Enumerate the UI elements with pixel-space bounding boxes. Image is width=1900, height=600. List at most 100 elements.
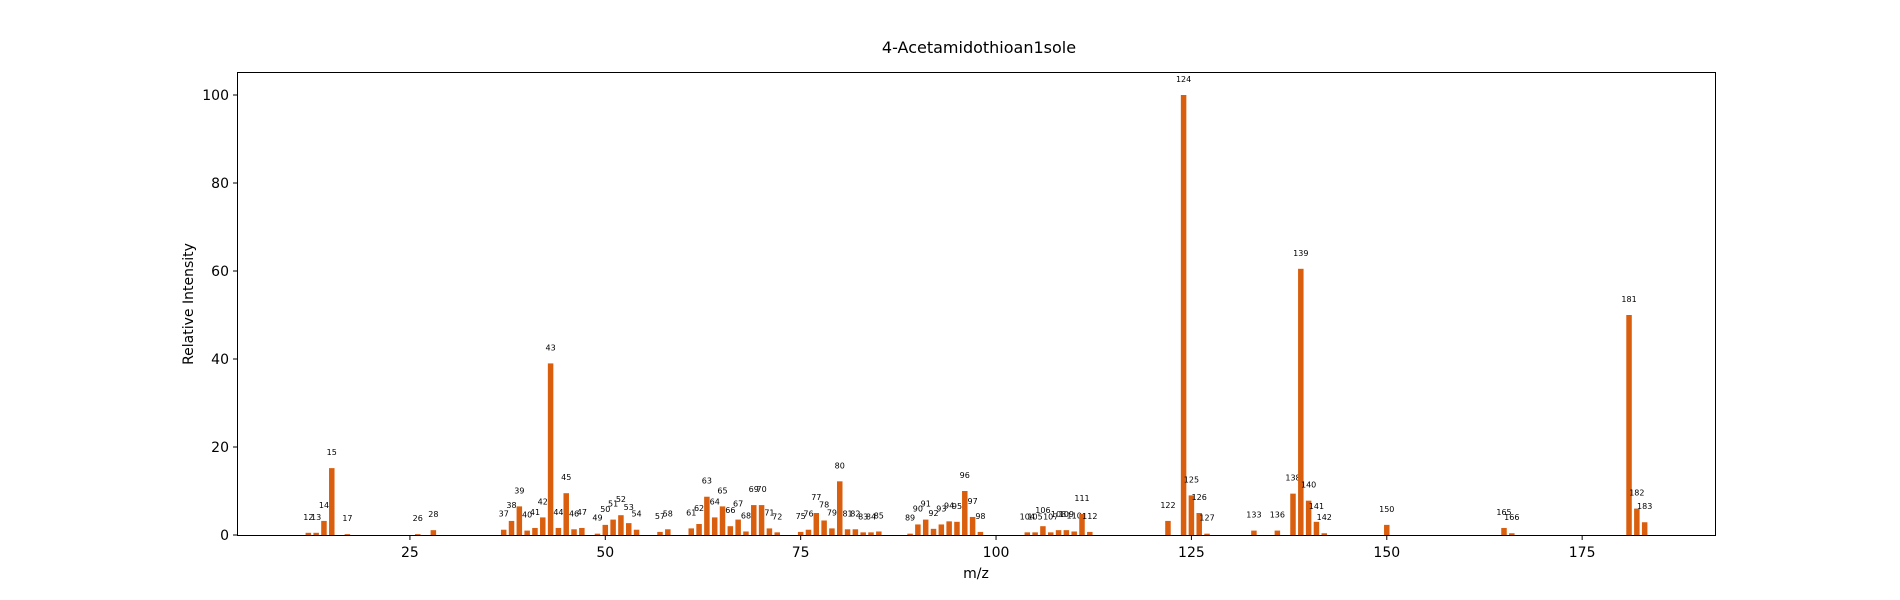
bar-mz-133	[1251, 530, 1257, 535]
bar-label: 142	[1317, 513, 1332, 522]
bar-mz-98	[977, 531, 984, 535]
bar-label: 12	[303, 513, 313, 522]
bar-mz-14	[321, 520, 327, 535]
bar-mz-165	[1501, 527, 1507, 535]
bar-label: 98	[975, 512, 985, 521]
bar-mz-61	[688, 528, 695, 535]
bar-mz-77	[813, 513, 820, 535]
bar-label: 52	[616, 495, 626, 504]
bar-label: 80	[835, 461, 845, 470]
bar-label: 96	[960, 471, 970, 480]
bar-label: 43	[545, 343, 555, 352]
bar-mz-112	[1087, 531, 1093, 535]
bar-mz-75	[797, 531, 804, 535]
bar-label: 106	[1035, 506, 1050, 515]
bar-mz-66	[727, 526, 734, 535]
bar-mz-124	[1180, 95, 1187, 535]
x-tick-label: 175	[1569, 545, 1596, 561]
bar-label: 17	[342, 514, 352, 523]
y-tick-label: 100	[202, 88, 229, 104]
bar-label: 105	[1027, 512, 1042, 521]
x-tick-label: 125	[1178, 545, 1205, 561]
bar-label: 136	[1270, 511, 1285, 520]
bar-mz-166	[1509, 533, 1515, 535]
bar-mz-90	[915, 524, 921, 535]
bar-mz-125	[1188, 495, 1195, 535]
bar-mz-68	[743, 531, 749, 535]
bar-mz-42	[540, 517, 546, 535]
bar-mz-53	[625, 523, 632, 535]
bar-label: 15	[327, 448, 337, 457]
bar-mz-50	[602, 524, 609, 535]
bar-mz-110	[1071, 531, 1077, 535]
bar-mz-126	[1196, 513, 1202, 535]
bar-label: 83	[858, 512, 868, 521]
bar-mz-12	[305, 532, 312, 535]
bar-label: 38	[506, 501, 516, 510]
bar-label: 75	[796, 512, 806, 521]
bar-label: 140	[1301, 481, 1316, 490]
bar-mz-51	[610, 519, 616, 535]
bar-label: 84	[866, 512, 876, 521]
bar-mz-83	[860, 532, 866, 535]
bar-mz-26	[414, 534, 421, 535]
y-tick-label: 0	[220, 528, 229, 544]
bar-mz-183	[1641, 522, 1648, 535]
bar-label: 92	[928, 509, 938, 518]
bar-mz-17	[344, 534, 351, 535]
bar-mz-58	[665, 529, 671, 535]
bar-label: 141	[1309, 502, 1324, 511]
bar-mz-46	[571, 529, 577, 535]
bar-mz-139	[1298, 268, 1304, 535]
bar-mz-109	[1063, 530, 1070, 535]
x-axis-label: m/z	[963, 566, 989, 582]
bar-label: 112	[1082, 512, 1097, 521]
bar-mz-47	[579, 527, 585, 535]
bar-label: 72	[772, 512, 782, 521]
bar-label: 125	[1184, 475, 1199, 484]
x-tick-label: 100	[983, 545, 1010, 561]
bar-mz-96	[962, 491, 968, 535]
bar-mz-82	[852, 529, 859, 535]
bar-label: 93	[936, 504, 946, 513]
y-tick-label: 20	[211, 440, 229, 456]
x-tick-label: 50	[596, 545, 614, 561]
bar-label: 39	[514, 486, 524, 495]
bar-mz-95	[954, 521, 960, 535]
plot-frame	[237, 72, 1716, 536]
bar-label: 79	[827, 508, 837, 517]
bar-label: 40	[522, 511, 532, 520]
bar-label: 62	[694, 504, 704, 513]
bar-label: 95	[952, 502, 962, 511]
bar-label: 85	[874, 511, 884, 520]
bar-mz-79	[829, 528, 835, 535]
bar-mz-108	[1055, 530, 1062, 535]
bar-mz-150	[1384, 524, 1390, 535]
bar-mz-72	[774, 532, 780, 535]
bar-mz-39	[516, 506, 523, 535]
bar-label: 94	[944, 501, 954, 510]
bar-mz-71	[766, 528, 773, 535]
bar-mz-104	[1024, 532, 1031, 535]
bar-label: 108	[1051, 510, 1066, 519]
bar-mz-93	[938, 524, 945, 535]
bar-label: 67	[733, 500, 743, 509]
bar-mz-64	[711, 517, 718, 535]
bar-label: 57	[655, 512, 665, 521]
bar-mz-141	[1313, 521, 1320, 535]
x-axis: 25 50 75 100 125 150 175	[401, 535, 1596, 561]
bar-label: 47	[577, 508, 587, 517]
x-tick-label: 75	[792, 545, 810, 561]
bar-label: 91	[921, 500, 931, 509]
bar-mz-80	[836, 481, 843, 535]
bar-label: 78	[819, 500, 829, 509]
bar-mz-107	[1047, 532, 1054, 535]
bar-mz-91	[922, 519, 929, 535]
bar-mz-181	[1626, 315, 1632, 535]
bar-label: 58	[663, 509, 673, 518]
bar-label: 37	[499, 510, 509, 519]
bar-label: 46	[569, 509, 579, 518]
bar-label: 165	[1496, 508, 1511, 517]
bar-label: 14	[319, 501, 329, 510]
